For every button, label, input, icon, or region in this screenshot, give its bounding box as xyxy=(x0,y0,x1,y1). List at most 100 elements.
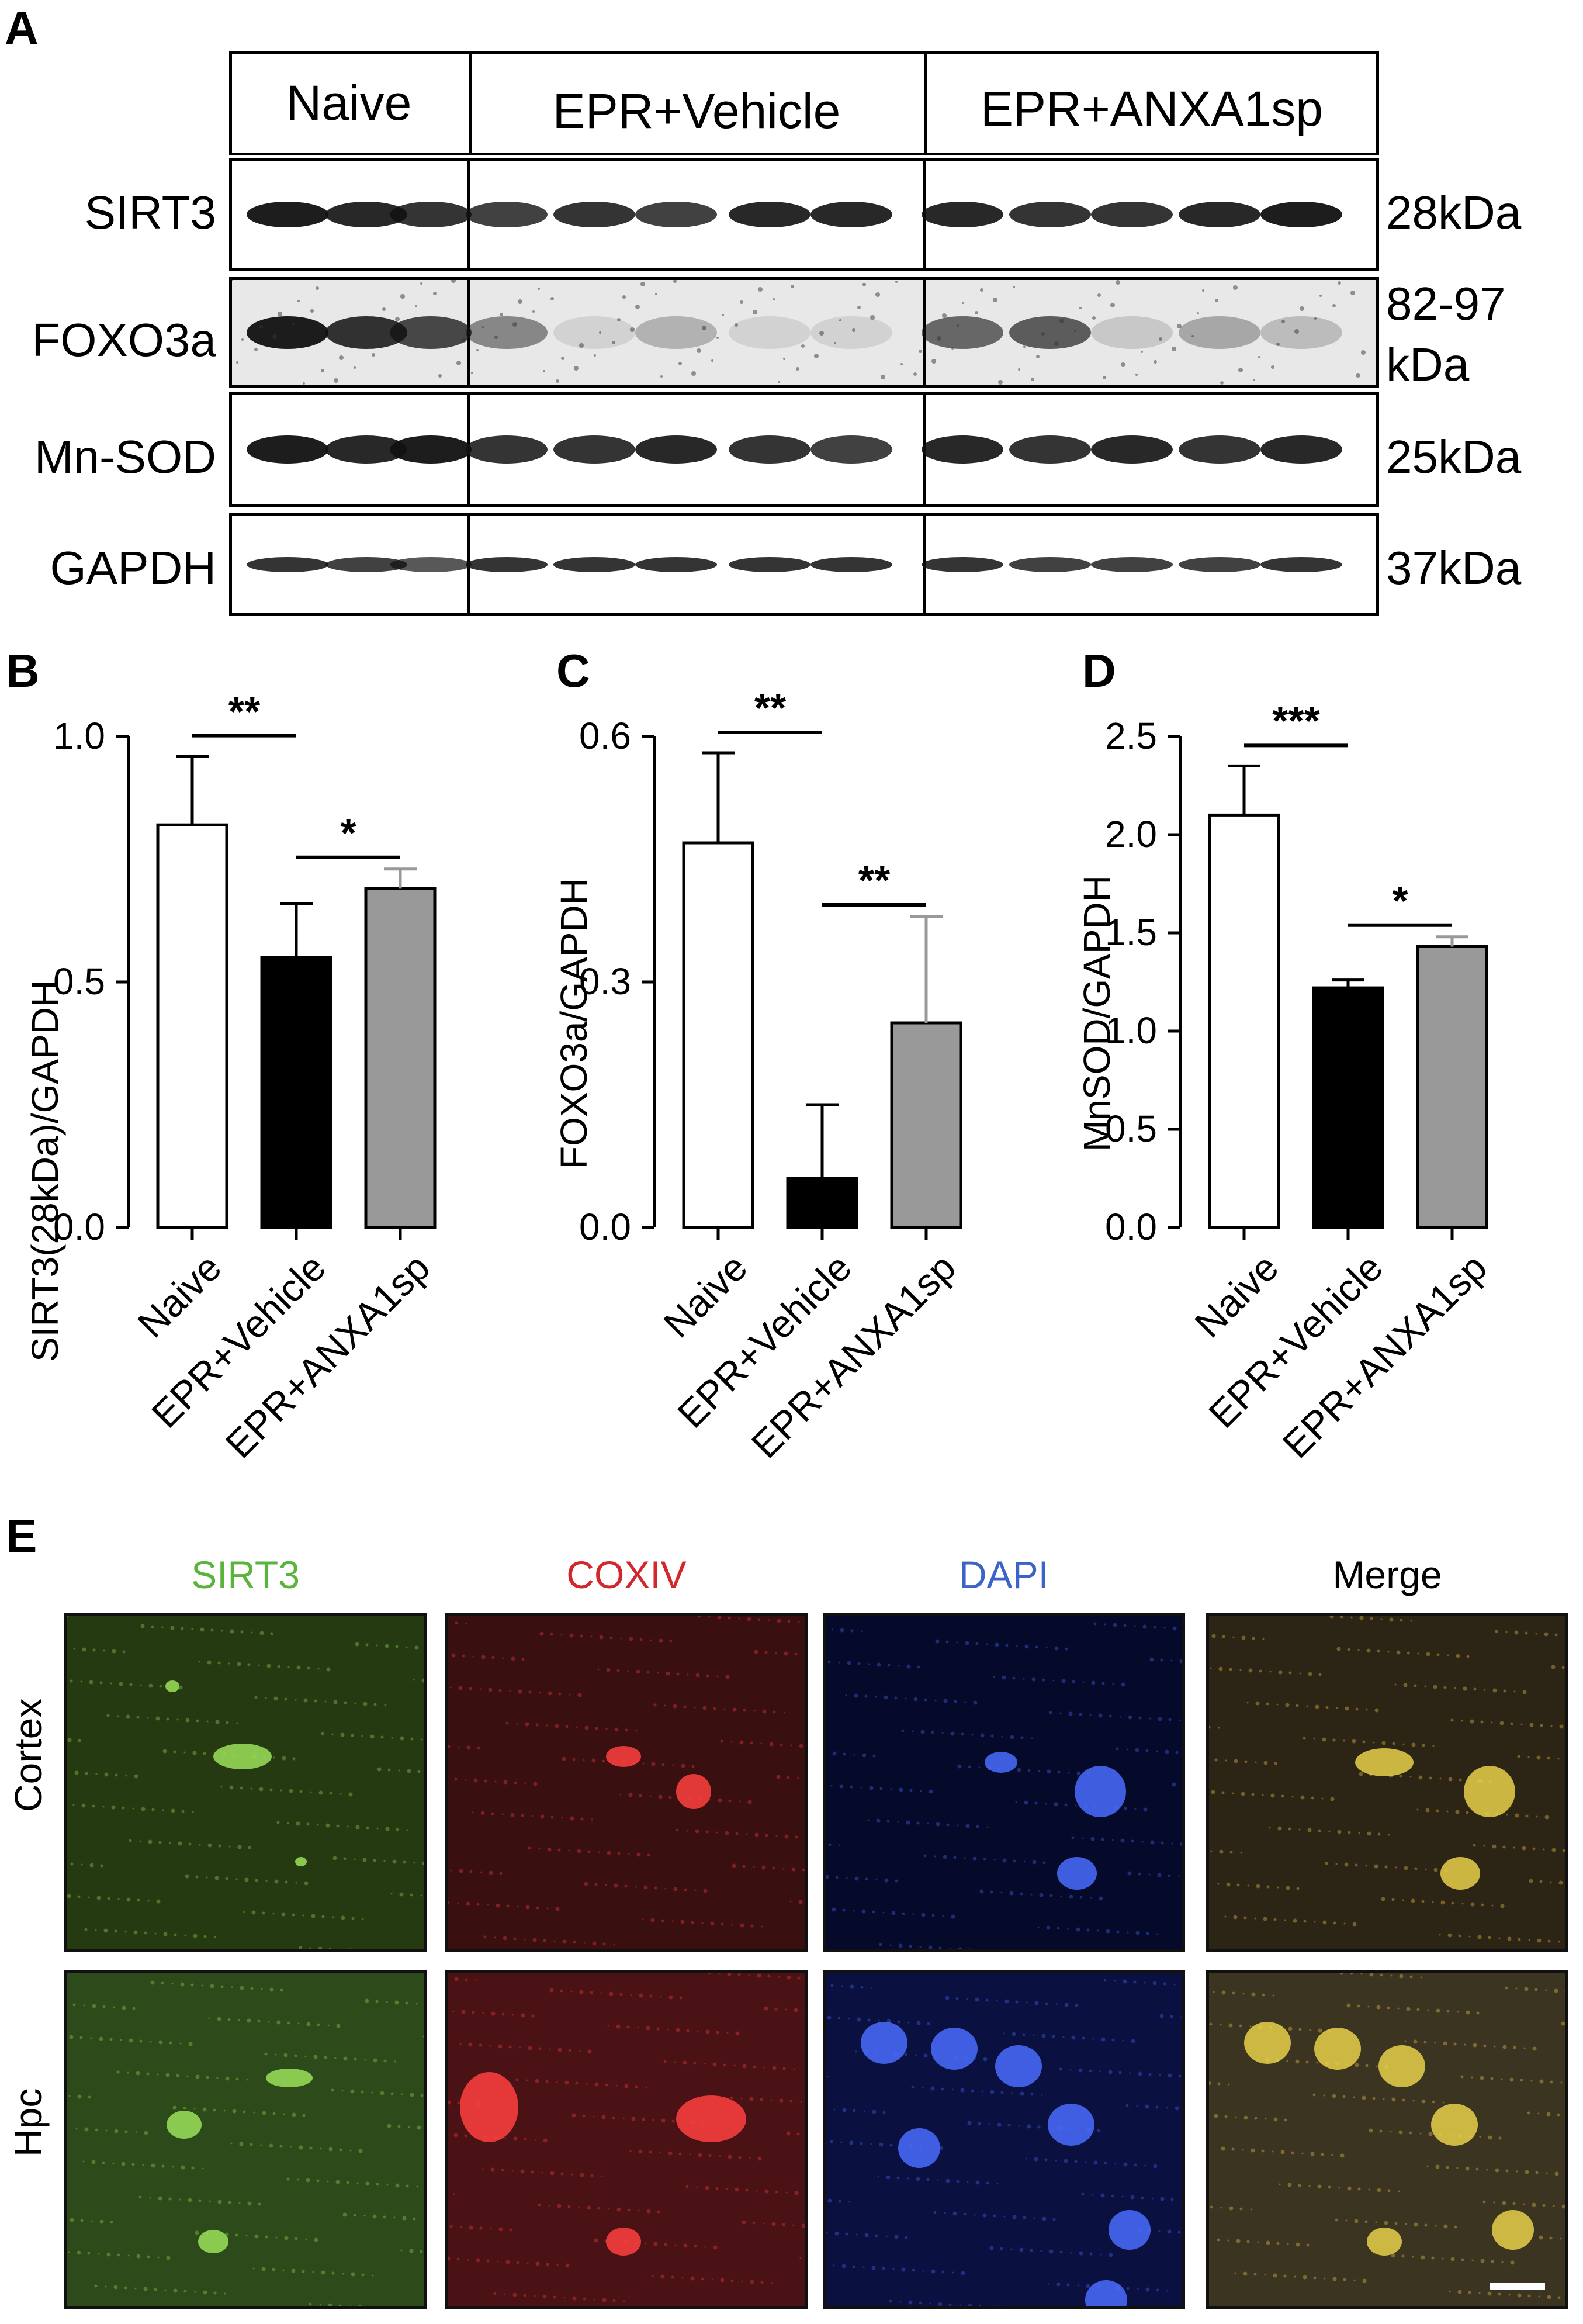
panel-letter-a: A xyxy=(5,2,39,54)
channel-label-dapi: DAPI xyxy=(958,1553,1049,1596)
blot-band xyxy=(553,557,635,572)
blot-band xyxy=(247,202,328,227)
blot-band xyxy=(553,316,635,349)
blot-label-mn-sod: Mn-SOD xyxy=(34,431,216,483)
blot-band xyxy=(390,435,472,464)
blot-band xyxy=(1009,316,1091,349)
bar-chart-b: SIRT3(28kDa)/GAPDH 0.0 0.5 1.0 Naive EPR+Veh… xyxy=(0,689,526,1537)
blot-strip-gapdh xyxy=(229,513,1379,616)
blot-band xyxy=(247,316,328,349)
blot-band xyxy=(635,316,717,349)
significance-stars: * xyxy=(340,810,356,856)
significance-stars: ** xyxy=(858,857,891,903)
chart-canvas xyxy=(116,734,437,1240)
micrograph-hpc-dapi xyxy=(823,1970,1185,2309)
blot-band xyxy=(635,202,717,227)
micrograph-hpc-merge xyxy=(1206,1970,1568,2309)
channel-label-coxiv: COXIV xyxy=(566,1553,687,1596)
blot-band xyxy=(1260,316,1342,349)
blot-bands xyxy=(247,516,1342,613)
bar-chart-d: MnSOD/GAPDH 0.0 0.5 1.0 1.5 2.0 2.5 Naive EPR+V… xyxy=(1052,690,1583,1537)
blot-band xyxy=(1260,435,1342,464)
blot-band xyxy=(1179,435,1260,464)
blot-band xyxy=(390,202,472,227)
blot-band xyxy=(1009,557,1091,572)
blot-band xyxy=(922,316,1003,349)
y-tick-label: 1.0 xyxy=(1105,1009,1157,1052)
significance-stars: ** xyxy=(754,685,787,731)
channel-label-merge: Merge xyxy=(1332,1553,1442,1596)
group-label-naive: Naive xyxy=(286,75,412,130)
blot-band xyxy=(922,435,1003,464)
blot-band xyxy=(325,557,407,572)
blot-band xyxy=(810,557,892,572)
bar xyxy=(1208,813,1280,1229)
group-divider xyxy=(924,54,927,153)
group-label-epr-vehicle: EPR+Vehicle xyxy=(552,84,841,139)
blot-band xyxy=(1179,557,1260,572)
blot-band xyxy=(922,202,1003,227)
blot-band xyxy=(247,557,328,572)
blot-band xyxy=(1260,202,1342,227)
y-tick-label: 0.0 xyxy=(53,1206,105,1248)
bar xyxy=(364,887,437,1229)
blot-group-header xyxy=(229,51,1379,155)
micrograph-cortex-merge xyxy=(1206,1613,1568,1952)
y-tick-label: 2.5 xyxy=(1105,715,1157,757)
micrograph-cortex-sirt3 xyxy=(64,1613,427,1952)
blot-band xyxy=(1179,202,1260,227)
blot-strip-mn-sod xyxy=(229,392,1379,507)
chart-canvas xyxy=(642,731,962,1240)
micrograph-cortex-dapi xyxy=(823,1613,1185,1952)
panel-letter-b: B xyxy=(6,645,40,697)
blot-bands xyxy=(247,161,1342,268)
kda-sirt3: 28kDa xyxy=(1386,186,1522,238)
y-tick-label: 0.6 xyxy=(579,715,631,757)
bar xyxy=(786,1177,858,1229)
bar xyxy=(890,1021,962,1229)
blot-band xyxy=(1179,316,1260,349)
group-divider xyxy=(469,54,472,153)
group-label-epr-anxa1sp: EPR+ANXA1sp xyxy=(981,81,1323,136)
blot-band xyxy=(247,435,328,464)
kda-gapdh: 37kDa xyxy=(1386,542,1522,594)
significance-stars: * xyxy=(1392,877,1408,924)
blot-bands xyxy=(247,395,1342,504)
blot-band xyxy=(729,316,810,349)
micrograph-hpc-sirt3 xyxy=(64,1970,427,2309)
blot-band xyxy=(635,557,717,572)
blot-band xyxy=(325,316,407,349)
blot-band xyxy=(553,435,635,464)
y-tick-label: 0.5 xyxy=(53,960,105,1002)
blot-band xyxy=(325,435,407,464)
kda-mn-sod: 25kDa xyxy=(1386,431,1522,483)
y-tick-label: 1.0 xyxy=(53,715,105,757)
bar xyxy=(1416,945,1488,1229)
bar xyxy=(156,823,228,1229)
y-tick-label: 0.5 xyxy=(1105,1108,1157,1150)
panel-letter-c: C xyxy=(556,645,590,697)
blot-band xyxy=(810,316,892,349)
blot-label-sirt3: SIRT3 xyxy=(84,186,216,238)
blot-label-gapdh: GAPDH xyxy=(50,542,217,594)
blot-band xyxy=(1091,316,1173,349)
blot-band xyxy=(1260,557,1342,572)
y-tick-label: 0.0 xyxy=(1105,1206,1157,1248)
blot-band xyxy=(729,557,810,572)
y-tick-label: 1.5 xyxy=(1105,911,1157,953)
blot-band xyxy=(390,557,472,572)
blot-band xyxy=(553,202,635,227)
scale-bar xyxy=(1490,2282,1545,2290)
blot-band xyxy=(635,435,717,464)
kda-foxo3a: 82-97 xyxy=(1386,278,1506,330)
blot-label-foxo3a: FOXO3a xyxy=(32,314,216,366)
y-tick-label: 2.0 xyxy=(1105,813,1157,855)
bar xyxy=(1312,986,1384,1229)
panel-letter-d: D xyxy=(1082,645,1116,697)
blot-band xyxy=(466,435,548,464)
blot-band xyxy=(390,316,472,349)
blot-strip-foxo3a xyxy=(229,277,1379,388)
blot-band xyxy=(466,316,548,349)
blot-band xyxy=(1091,557,1173,572)
kda-foxo3a-unit: kDa xyxy=(1386,338,1470,390)
